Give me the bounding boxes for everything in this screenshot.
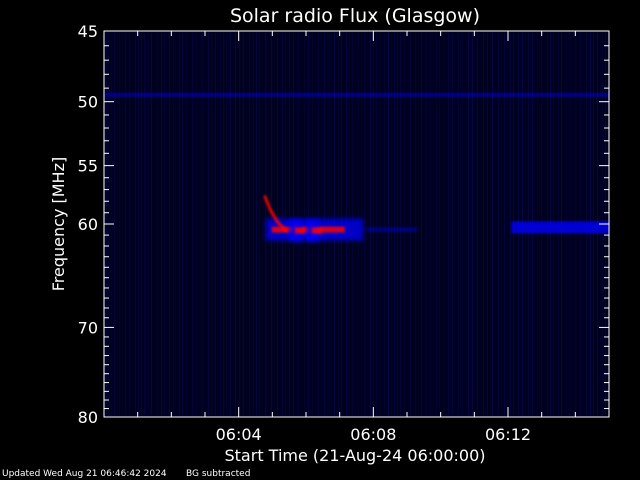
emission-band xyxy=(295,227,306,234)
drift-streak xyxy=(263,195,288,233)
x-tick-label: 06:04 xyxy=(216,425,262,444)
y-axis-label: Frequency [MHz] xyxy=(49,157,68,291)
axes: 45 50 55 60 70 80 06:04 06:08 06:12 xyxy=(78,22,609,444)
emission-band xyxy=(366,227,418,232)
emission-band xyxy=(511,221,609,234)
plot-area xyxy=(104,31,609,417)
y-tick-label: 80 xyxy=(78,408,98,427)
y-tick-label: 50 xyxy=(78,93,98,112)
x-axis-label: Start Time (21-Aug-24 06:00:00) xyxy=(225,446,486,465)
emission-band xyxy=(104,92,609,97)
x-tick-label: 06:12 xyxy=(485,425,531,444)
background-note: BG subtracted xyxy=(186,469,251,479)
chart-title: Solar radio Flux (Glasgow) xyxy=(230,5,480,27)
x-tick-label: 06:08 xyxy=(350,425,396,444)
emission-features xyxy=(104,92,609,242)
y-tick-label: 55 xyxy=(78,157,98,176)
y-tick-label: 45 xyxy=(78,22,98,41)
updated-timestamp: Updated Wed Aug 21 06:46:42 2024 xyxy=(2,469,167,479)
y-tick-label: 70 xyxy=(78,318,98,337)
emission-band xyxy=(312,227,323,234)
y-tick-label: 60 xyxy=(78,215,98,234)
